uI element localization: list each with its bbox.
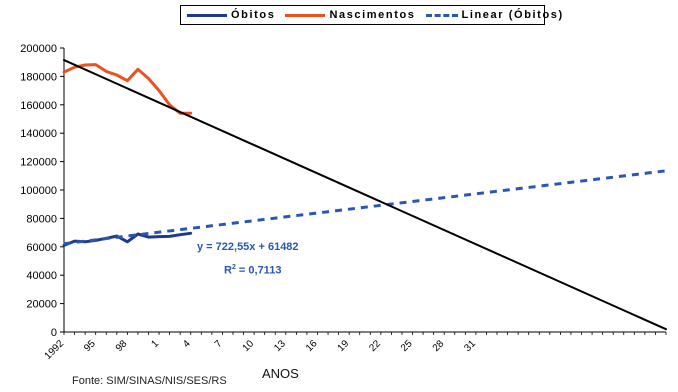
- legend-label-nascimentos: Nascimentos: [329, 9, 416, 21]
- x-tick-label: 31: [462, 338, 478, 354]
- series-line-linear-bitos: [63, 169, 667, 246]
- r-squared-exponent: 2: [231, 264, 236, 271]
- legend-swatch-linear: [425, 13, 458, 17]
- y-tick-label: 60000: [26, 242, 57, 254]
- y-tick-label: 140000: [20, 128, 57, 140]
- source-note: Fonte: SIM/SINAS/NIS/SES/RS: [72, 375, 227, 387]
- x-tick-label: 1992: [43, 338, 67, 362]
- y-tick-label: 180000: [20, 71, 57, 83]
- legend-label-obitos: Óbitos: [231, 9, 276, 21]
- x-tick-label: 95: [82, 338, 98, 354]
- legend: Óbitos Nascimentos Linear (Óbitos): [180, 5, 562, 25]
- legend-swatch-nascimentos: [285, 13, 326, 17]
- x-tick-label: 19: [336, 338, 352, 354]
- y-tick-label: 200000: [20, 43, 57, 55]
- series-line-bitos: [62, 231, 193, 247]
- x-tick-label: 4: [181, 338, 193, 350]
- legend-item-linear: Linear (Óbitos): [425, 9, 564, 21]
- y-tick-label: 40000: [26, 270, 57, 282]
- y-tick-label: 20000: [26, 299, 57, 311]
- y-tick-label: 80000: [26, 213, 57, 225]
- y-tick-label: 120000: [20, 157, 57, 169]
- x-tick-label: 98: [114, 338, 130, 354]
- x-tick-label: 25: [399, 338, 415, 354]
- y-tick-label: 100000: [20, 185, 57, 197]
- y-axis: 0 20000 40000 60000 80000 100000 120000 140000 1…: [20, 43, 65, 339]
- series-line-nascimentos: [62, 63, 193, 115]
- r-squared-value: = 0,7113: [235, 264, 282, 277]
- y-tick-label: 160000: [20, 100, 57, 112]
- legend-item-obitos: Óbitos: [187, 9, 275, 21]
- series-group: [62, 59, 667, 331]
- x-tick-label: 13: [272, 338, 288, 354]
- legend-item-nascimentos: Nascimentos: [285, 9, 415, 21]
- r-squared-label: R2 = 0,7113: [224, 264, 281, 277]
- x-tick-label: 16: [304, 338, 320, 354]
- trend-equation: y = 722,55x + 61482: [197, 241, 299, 253]
- y-tick-label: 0: [51, 327, 57, 339]
- x-tick-label: 28: [431, 338, 447, 354]
- legend-label-linear: Linear (Óbitos): [461, 9, 564, 21]
- x-tick-label: 7: [213, 338, 225, 350]
- series-line-3: [63, 59, 667, 331]
- x-axis-title: ANOS: [262, 366, 299, 381]
- legend-swatch-obitos: [187, 13, 227, 17]
- x-tick-label: 1: [149, 338, 161, 350]
- x-axis: 1992 95 98 1 4 7 10 13 16 19 22 25 28 31: [43, 331, 667, 362]
- x-tick-label: 10: [241, 338, 257, 354]
- r-squared-symbol: R: [224, 264, 232, 277]
- x-tick-label: 22: [367, 338, 383, 354]
